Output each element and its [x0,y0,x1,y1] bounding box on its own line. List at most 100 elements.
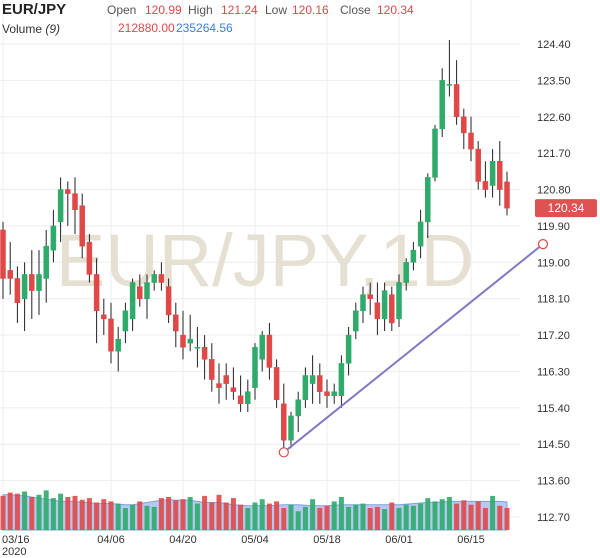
y-tick-label: 113.60 [537,476,570,488]
volume-bar [101,499,107,530]
candle-body [173,314,179,332]
x-tick-label: 04/20 [169,534,197,546]
volume-bar [14,493,20,530]
candle-body [381,290,388,320]
candle-body [403,262,409,283]
y-tick-label: 114.50 [537,439,570,451]
candle-body [57,189,64,223]
volume-bar [65,497,71,530]
candle-body [93,274,100,312]
time-axis: 03/16 04/06 04/20 05/04 05/18 06/01 06/15 2020 [2,534,485,558]
volume-bar [468,504,474,530]
candle-body [396,282,402,320]
candle-body [158,274,165,283]
y-tick-label: 122.60 [537,112,571,124]
candle-body [223,375,229,384]
volume-bar [374,506,380,530]
candle-body [29,274,35,291]
volume-bar [94,502,100,530]
candle-body [317,375,323,392]
volume-bar [223,502,229,530]
y-tick-label: 117.20 [537,330,570,342]
candle-body [410,249,417,263]
volume-bar [302,506,308,530]
volume-bar [403,504,409,530]
candle-body [209,359,215,380]
volume-bar [331,501,337,530]
candle-body [353,310,359,332]
y-tick-label: 116.30 [537,366,570,378]
x-tick-label: 06/15 [457,534,485,546]
candle-body [194,346,201,349]
volume-bar [108,501,114,530]
volume-bar [346,506,352,530]
volume-bar [360,503,366,530]
volume-bar [439,499,445,530]
candle-body [7,270,13,279]
candle-body [338,363,345,396]
volume-bar [281,508,287,530]
candle-body [497,160,503,190]
y-tick-label: 119.90 [537,221,570,233]
volume-bar [230,498,236,530]
volume-bar [461,500,467,530]
volume-bar [238,504,244,530]
volume-bar [454,503,460,530]
candle-body [14,278,21,303]
candle-body [165,286,172,316]
candle-body [101,314,107,320]
candle-body [79,205,85,247]
candle-body [417,221,424,247]
volume-bar [58,493,64,530]
candle-body [230,387,237,392]
volume-bar [317,508,323,530]
candle-body [72,193,78,211]
candle-body [345,334,352,364]
candle-body [216,383,222,388]
candle-body [453,84,460,118]
candle-body [201,346,208,360]
y-tick-label: 119.00 [537,257,570,269]
volume-bar [367,508,373,530]
volume-bar [151,506,157,530]
volume-bar [72,495,78,530]
volume-bar [130,504,136,530]
volume-bar [137,501,143,530]
volume-bar [389,502,395,530]
volume-bar [115,503,121,530]
candle-body [367,294,373,299]
volume-bar [382,509,388,530]
trendline-handle-start [278,447,289,458]
volume-layer [0,490,510,531]
x-tick-label: 06/01 [385,534,413,546]
x-year-label: 2020 [2,546,26,558]
candle-body [0,229,6,279]
trendline [283,243,544,454]
volume-bar [295,511,301,530]
chart-watermark: EUR/JPY,1D [56,219,474,302]
volume-bar [180,499,186,530]
volume-bar [274,501,280,530]
candle-body [389,294,395,324]
volume-bar [79,499,85,530]
volume-bar [187,497,193,530]
volume-bar [144,505,150,530]
volume-bar [194,503,200,530]
y-tick-label: 121.70 [537,148,571,160]
candle-body [21,274,28,299]
candle-body [360,294,366,312]
candle-body [446,84,453,86]
volume-bar [158,498,164,530]
volume-bar [259,499,265,530]
volume-bar [310,499,316,530]
candle-body [65,189,71,194]
candle-body [324,391,330,396]
volume-bar [497,505,503,530]
trendline-handle-end [537,239,549,250]
price-tag-label: 120.34 [548,201,585,215]
candle-body [86,241,93,275]
y-tick-label: 120.80 [537,185,571,197]
candle-body [475,148,481,182]
candle-body [461,116,467,134]
